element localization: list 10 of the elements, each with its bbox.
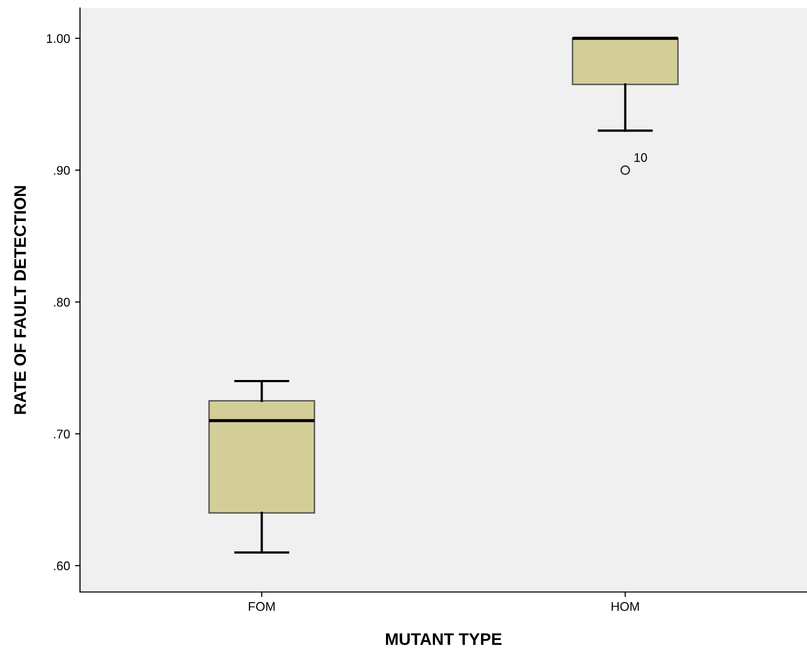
y-tick-label: .70	[54, 430, 70, 438]
annotation: 10	[634, 153, 647, 162]
x-tick-label: FOM	[248, 602, 275, 611]
x-axis-title: MUTANT TYPE	[386, 633, 502, 646]
y-tick-label: .90	[54, 166, 70, 175]
x-tick-label: HOM	[612, 602, 639, 611]
y-axis-title: RATE OF FAULT DETECTION	[14, 186, 26, 414]
y-tick-label: 1.00	[46, 34, 70, 43]
y-tick-label: .60	[54, 561, 70, 570]
y-tick-label: .80	[54, 298, 70, 307]
